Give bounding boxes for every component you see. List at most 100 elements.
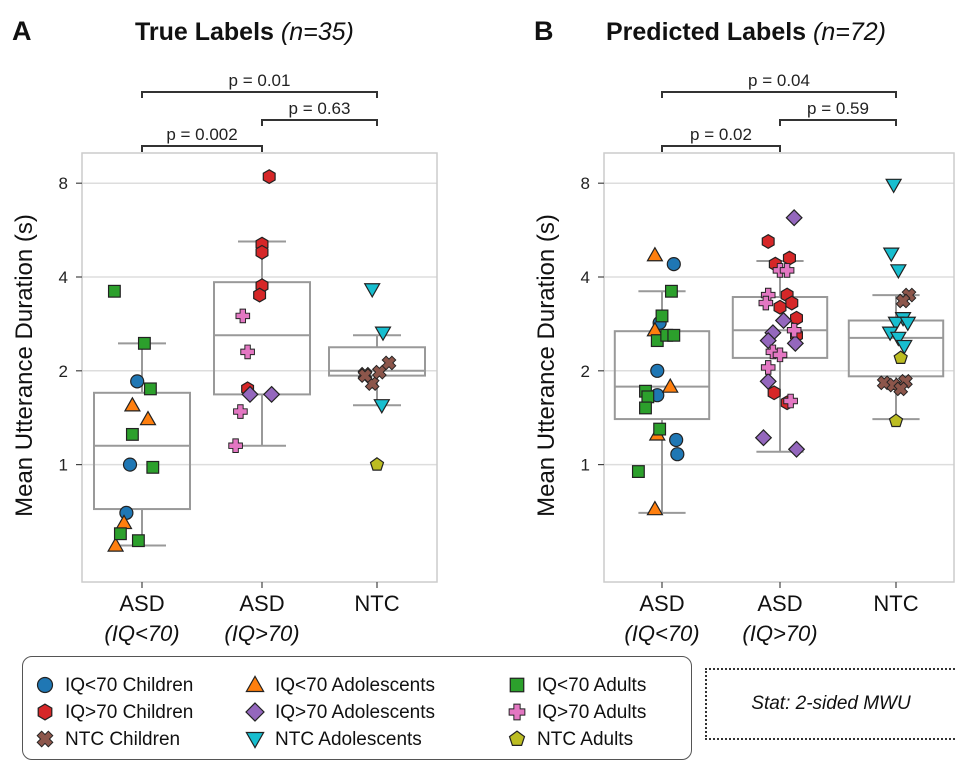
legend-item: NTC Adolescents [245,729,422,750]
p-value-label: p = 0.63 [289,99,351,118]
significance-bracket: p = 0.63 [261,99,378,126]
panel-B: B Predicted Labels (n=72) 1 2 4 8 Mean Utteran… [533,16,955,646]
legend-item: IQ>70 Children [37,702,193,723]
panel-title: Predicted Labels (n=72) [606,18,886,46]
data-point [363,283,381,299]
legend-marker-x [36,730,54,748]
data-point [373,399,391,414]
data-point [773,299,787,315]
legend-marker-triangle-up [245,675,265,693]
data-point [783,393,798,409]
legend-marker-square [509,677,525,693]
legend-label: IQ<70 Children [65,675,193,696]
legend-label: NTC Adults [537,729,633,750]
legend-item: IQ<70 Adults [509,675,646,696]
data-point [895,293,911,309]
data-point [754,429,773,447]
significance-bracket: p = 0.01 [141,71,378,98]
y-tick-label: 8 [581,174,590,193]
data-point [107,536,125,552]
x-tick-sublabel: (IQ<70) [624,621,699,646]
data-point [761,234,775,249]
data-point [241,385,259,404]
data-point [374,326,392,342]
stat-note: Stat: 2-sided MWU [705,668,955,740]
legend-item: IQ<70 Children [36,675,193,696]
legend-item: NTC Children [36,729,180,750]
legend-item: NTC Adults [508,729,633,750]
plot-frame [603,152,955,583]
data-point [253,287,267,303]
data-point [139,410,157,426]
p-value-label: p = 0.02 [690,125,752,144]
data-point [779,263,795,278]
data-point [669,432,684,448]
x-tick-sublabel: (IQ<70) [104,621,179,646]
y-tick-label: 1 [581,456,590,475]
y-tick-label: 4 [59,268,68,287]
data-point [650,363,665,378]
legend-items: IQ<70 Children IQ<70 Adolescents IQ<70 Adu… [36,675,646,750]
legend: IQ<70 Children IQ<70 Adolescents IQ<70 Adu… [22,656,692,760]
significance-bracket: p = 0.04 [661,71,897,98]
y-axis-label: Mean Utterance Duration (s) [11,214,38,517]
data-point [107,284,121,298]
data-point [646,500,664,516]
data-point [774,311,793,330]
legend-item: IQ<70 Adolescents [245,675,435,696]
legend-label: IQ>70 Adolescents [275,702,435,723]
data-point [670,447,685,462]
p-value-label: p = 0.01 [229,71,291,90]
data-point [758,295,774,311]
data-point [785,209,803,227]
data-point [885,178,903,194]
legend-label: NTC Children [65,729,180,750]
plot-frame [81,152,438,583]
legend-label: IQ<70 Adolescents [275,675,435,696]
data-point [787,440,806,458]
x-tick-label: ASD [119,591,164,616]
data-point [371,364,387,380]
data-point [661,377,679,393]
data-point [664,284,678,298]
x-tick-label: NTC [873,591,918,616]
legend-item: IQ>70 Adults [508,702,646,723]
data-point [240,344,255,360]
data-point [893,350,908,364]
data-point [262,385,281,404]
data-point [759,331,777,350]
significance-bracket: p = 0.002 [141,125,263,152]
x-tick-label: ASD [639,591,684,616]
y-tick-label: 2 [581,362,590,381]
box-0 [93,342,191,547]
p-value-label: p = 0.59 [807,99,869,118]
data-point [262,169,276,185]
data-point [889,331,907,347]
panel-letter: B [534,16,554,46]
data-point [666,257,681,272]
legend-marker-triangle-down [245,731,265,749]
legend-label: NTC Adolescents [275,729,422,750]
y-tick-label: 8 [59,174,68,193]
data-point [782,250,797,266]
stat-note-text: Stat: 2-sided MWU [751,693,911,714]
data-point [123,396,141,412]
significance-bracket: p = 0.59 [779,99,897,126]
x-tick-label: ASD [757,591,802,616]
legend-label: IQ>70 Children [65,702,193,723]
data-point [381,355,397,371]
legend-marker-hexagon [37,703,53,721]
x-tick-sublabel: (IQ>70) [224,621,299,646]
legend-label: IQ>70 Adults [537,702,646,723]
data-point [646,246,664,262]
significance-bracket: p = 0.02 [661,125,781,152]
data-point [143,382,157,396]
data-point [137,336,151,350]
x-tick-label: NTC [354,591,399,616]
data-point [369,457,385,471]
legend-item: IQ>70 Adolescents [245,702,435,723]
legend-label: IQ<70 Adults [537,675,646,696]
y-tick-label: 2 [59,362,68,381]
data-point [639,401,652,415]
